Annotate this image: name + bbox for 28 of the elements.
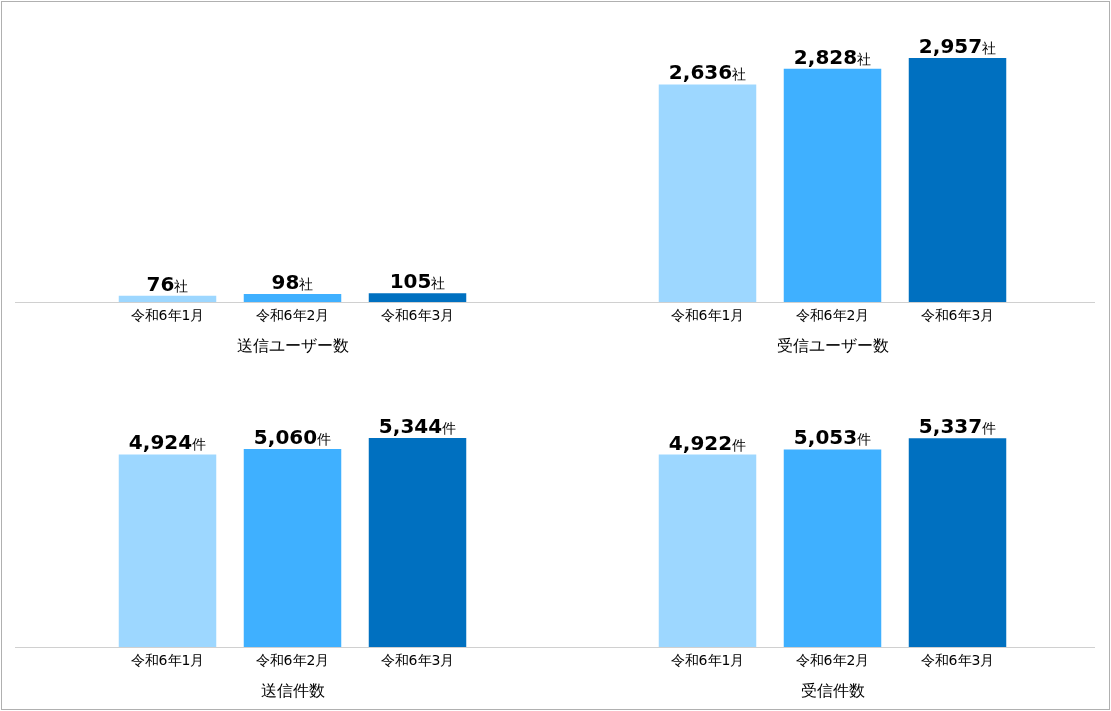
x-tick-label: 令和6年3月: [920, 307, 995, 324]
x-tick-label: 令和6年3月: [920, 652, 995, 669]
data-label: 98社: [271, 269, 314, 294]
data-label: 2,636社: [668, 60, 747, 85]
x-tick-label: 令和6年1月: [130, 652, 205, 669]
x-tick-label: 令和6年3月: [380, 307, 455, 324]
data-label: 5,060件: [253, 425, 332, 450]
data-label: 2,957社: [918, 34, 997, 58]
data-label: 5,053件: [793, 425, 872, 450]
data-label: 2,828社: [793, 44, 872, 69]
x-tick-label: 令和6年1月: [670, 307, 745, 324]
data-label: 5,344件: [378, 414, 457, 438]
data-label: 5,337件: [918, 414, 997, 439]
data-label: 4,922件: [668, 430, 747, 455]
data-label: 105社: [389, 269, 446, 294]
data-label: 4,924件: [128, 430, 207, 455]
x-axis-title: 送信ユーザー数: [236, 335, 349, 355]
data-label: 76社: [146, 271, 189, 296]
x-tick-label: 令和6年1月: [670, 652, 745, 669]
x-tick-label: 令和6年2月: [255, 652, 330, 669]
x-tick-label: 令和6年2月: [255, 307, 330, 324]
x-tick-label: 令和6年2月: [795, 652, 870, 669]
x-tick-label: 令和6年1月: [130, 307, 205, 324]
x-tick-label: 令和6年2月: [795, 307, 870, 324]
x-axis-title: 受信ユーザー数: [776, 335, 889, 355]
x-axis-title: 送信件数: [260, 680, 325, 700]
x-axis-title: 受信件数: [800, 680, 865, 700]
x-tick-label: 令和6年3月: [380, 652, 455, 669]
